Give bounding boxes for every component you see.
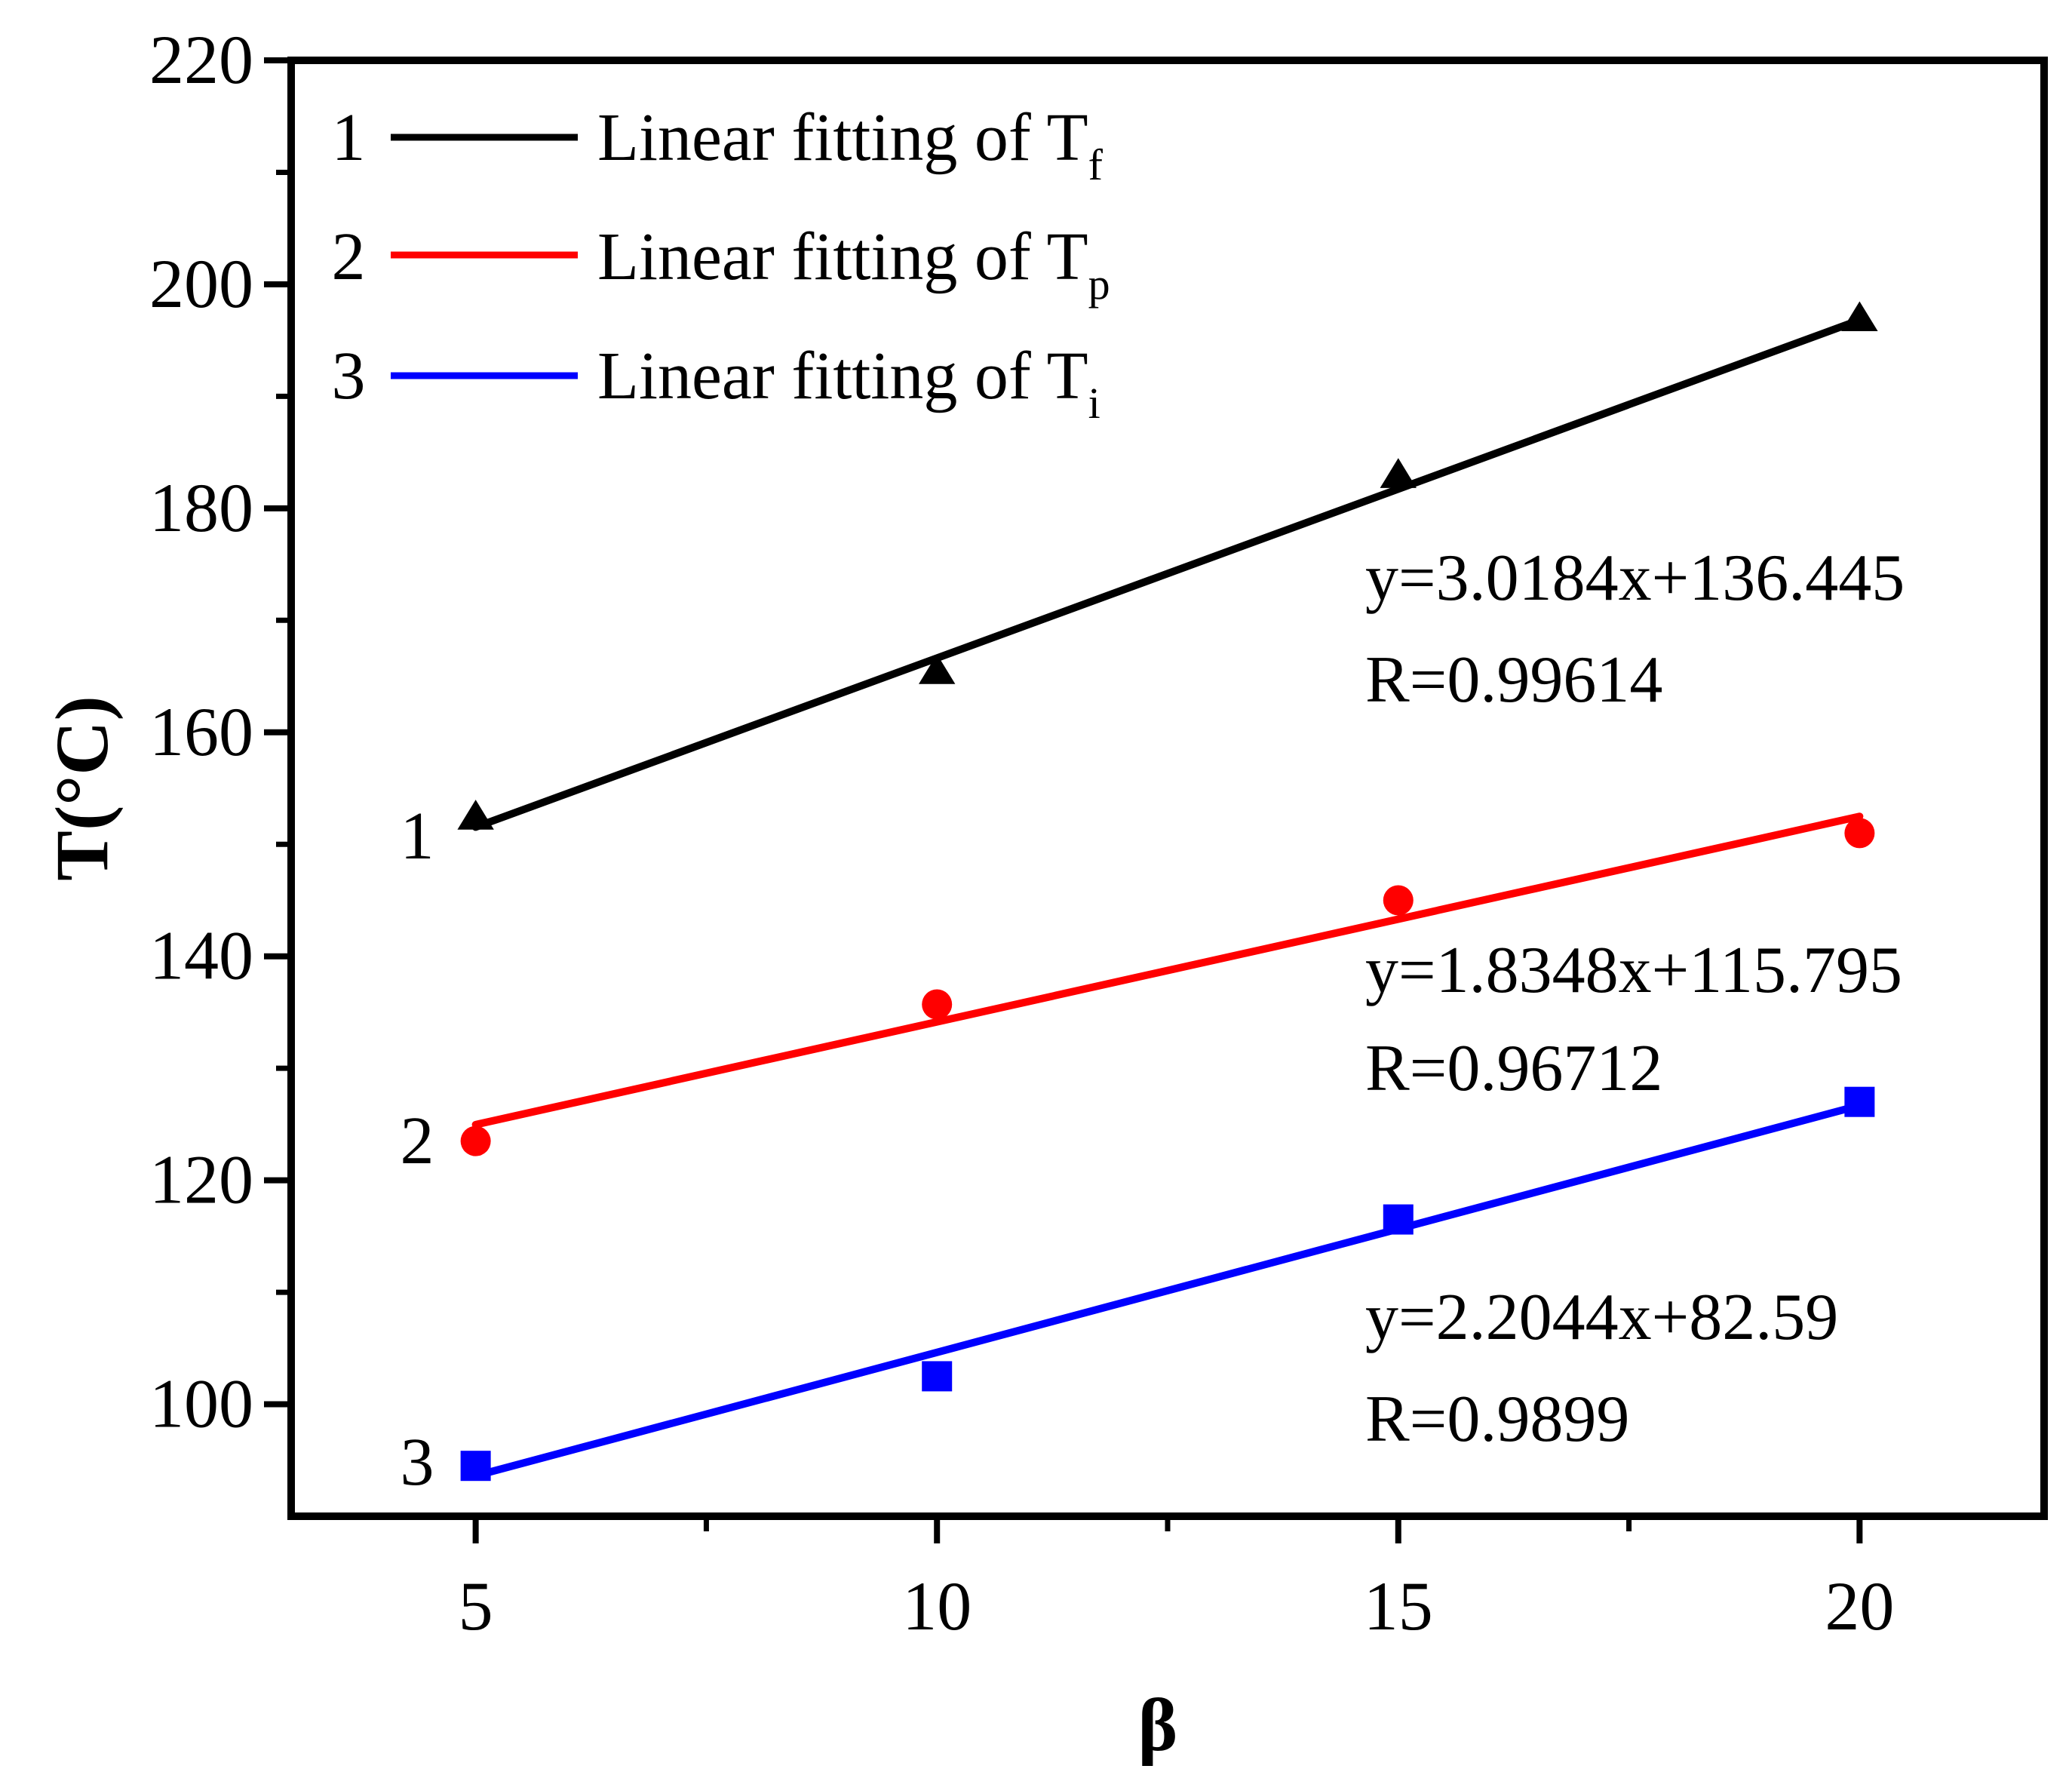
data-point-ti-5 bbox=[460, 1451, 491, 1482]
axis-ticks bbox=[264, 57, 1863, 1543]
equation-ti: y=2.2044x+82.59 bbox=[1365, 1281, 1838, 1354]
legend-entry-tf: 1 Linear fitting of Tf bbox=[332, 100, 1104, 189]
legend-subscript-ti: i bbox=[1088, 379, 1100, 428]
legend-label-ti: Linear fitting of Ti bbox=[597, 339, 1100, 428]
y-tick-label-140: 140 bbox=[149, 917, 253, 994]
equation-tf: y=3.0184x+136.445 bbox=[1365, 542, 1905, 615]
data-point-tp-20 bbox=[1844, 818, 1875, 849]
legend-entry-ti: 3 Linear fitting of Ti bbox=[332, 339, 1100, 428]
data-point-tf-15 bbox=[1380, 458, 1417, 488]
y-tick-label-180: 180 bbox=[149, 469, 253, 546]
fit-line-ti bbox=[471, 1101, 1864, 1480]
data-point-tf-20 bbox=[1841, 301, 1878, 332]
r-value-tf: R=0.99614 bbox=[1365, 643, 1662, 717]
legend-number-1: 1 bbox=[332, 100, 366, 175]
legend: 1 Linear fitting of Tf 2 Linear fitting … bbox=[332, 100, 1110, 428]
fit-line-tf bbox=[471, 316, 1864, 831]
legend-text-tf: Linear fitting of T bbox=[597, 100, 1088, 175]
y-tick-label-220: 220 bbox=[149, 21, 253, 98]
legend-text-ti: Linear fitting of T bbox=[597, 339, 1088, 413]
legend-number-3: 3 bbox=[332, 339, 366, 413]
line-label-3: 3 bbox=[401, 1425, 434, 1500]
data-point-ti-10 bbox=[922, 1361, 953, 1392]
r-value-tp: R=0.96712 bbox=[1365, 1032, 1662, 1105]
data-markers bbox=[457, 301, 1878, 1482]
x-tick-label-15: 15 bbox=[1364, 1568, 1433, 1644]
y-tick-label-100: 100 bbox=[149, 1365, 253, 1442]
y-axis-title: T(°C) bbox=[40, 696, 124, 881]
x-tick-label-10: 10 bbox=[902, 1568, 972, 1644]
legend-subscript-tf: f bbox=[1088, 140, 1104, 189]
annotations: y=3.0184x+136.445 R=0.99614 y=1.8348x+11… bbox=[401, 542, 1905, 1500]
y-tick-label-160: 160 bbox=[149, 693, 253, 770]
y-tick-label-120: 120 bbox=[149, 1141, 253, 1218]
legend-text-tp: Linear fitting of T bbox=[597, 220, 1088, 294]
line-label-2: 2 bbox=[401, 1104, 434, 1178]
tick-labels: 5 10 15 20 100 120 140 160 180 200 220 bbox=[149, 21, 1894, 1644]
data-point-tp-15 bbox=[1383, 885, 1414, 916]
data-point-tf-5 bbox=[457, 800, 494, 830]
data-point-ti-20 bbox=[1844, 1086, 1875, 1117]
legend-number-2: 2 bbox=[332, 220, 366, 294]
legend-subscript-tp: p bbox=[1088, 259, 1110, 309]
data-point-tp-5 bbox=[460, 1125, 491, 1156]
line-label-1: 1 bbox=[401, 799, 434, 874]
data-point-ti-15 bbox=[1383, 1204, 1414, 1235]
equation-tp: y=1.8348x+115.795 bbox=[1365, 934, 1902, 1007]
r-value-ti: R=0.9899 bbox=[1365, 1383, 1629, 1456]
legend-entry-tp: 2 Linear fitting of Tp bbox=[332, 220, 1110, 309]
data-point-tp-10 bbox=[922, 989, 953, 1020]
x-tick-label-5: 5 bbox=[459, 1568, 493, 1644]
legend-label-tf: Linear fitting of Tf bbox=[597, 100, 1104, 189]
legend-label-tp: Linear fitting of Tp bbox=[597, 220, 1110, 309]
y-tick-label-200: 200 bbox=[149, 245, 253, 322]
x-tick-label-20: 20 bbox=[1825, 1568, 1894, 1644]
fit-lines bbox=[471, 316, 1864, 1480]
x-axis-title: β bbox=[1138, 1683, 1178, 1767]
fit-line-tp bbox=[471, 812, 1864, 1129]
data-point-tf-10 bbox=[919, 654, 956, 684]
